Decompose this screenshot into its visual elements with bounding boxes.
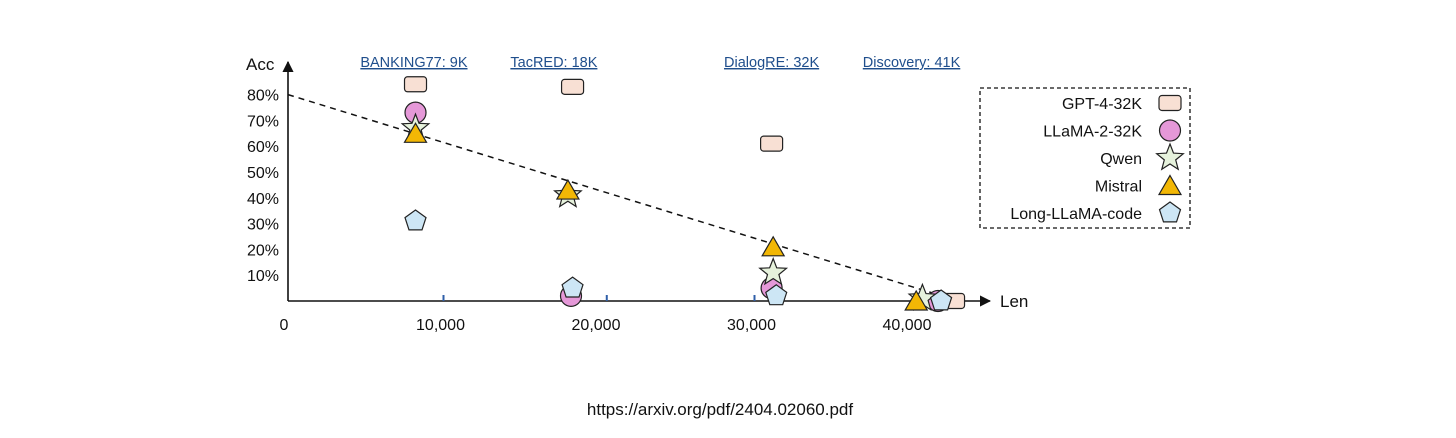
- y-tick-label: 30%: [247, 217, 279, 234]
- legend-marker-long-llama-code: [1158, 201, 1182, 223]
- accuracy-vs-length-chart: Len Acc 10% 20% 30% 40% 50% 60% 70% 80% 0 10,000 20,…: [246, 55, 1191, 334]
- point-long-llama-code: [929, 289, 953, 311]
- y-tick-label: 70%: [247, 113, 279, 130]
- legend-label-mistral: Mistral: [1095, 179, 1142, 196]
- legend-marker-llama-2-32k: [1158, 119, 1182, 142]
- legend-label-long-llama-code: Long-LLaMA-code: [1010, 206, 1142, 223]
- x-tick-label: 10,000: [416, 317, 465, 334]
- legend-label-qwen: Qwen: [1100, 151, 1142, 168]
- point-long-llama-code: [404, 209, 427, 231]
- point-mistral: [761, 235, 786, 257]
- y-tick-label: 20%: [247, 242, 279, 259]
- x-tick-label: 0: [280, 317, 289, 334]
- point-mistral: [904, 289, 929, 311]
- point-gpt-4-32k: [560, 78, 585, 95]
- legend-box: [979, 87, 1191, 229]
- legend-label-llama-2-32k: LLaMA-2-32K: [1043, 124, 1142, 141]
- dataset-annotation: TacRED: 18K: [510, 55, 597, 71]
- y-axis-label: Acc: [246, 55, 275, 74]
- dataset-annotation: Discovery: 41K: [863, 55, 961, 71]
- y-tick-label: 60%: [247, 139, 279, 156]
- point-qwen: [758, 256, 789, 286]
- x-tick-label: 20,000: [572, 317, 621, 334]
- legend-label-gpt-4-32k: GPT-4-32K: [1062, 96, 1142, 113]
- dataset-annotation: DialogRE: 32K: [724, 55, 819, 71]
- y-tick-label: 80%: [247, 88, 279, 105]
- trend-line: [287, 93, 934, 294]
- y-tick-label: 50%: [247, 165, 279, 182]
- source-url: https://arxiv.org/pdf/2404.02060.pdf: [586, 400, 854, 419]
- point-long-llama-code: [765, 284, 788, 306]
- y-tick-label: 10%: [247, 268, 279, 285]
- dataset-annotation: BANKING77: 9K: [360, 55, 468, 71]
- point-mistral: [403, 122, 428, 143]
- legend-marker-qwen: [1155, 142, 1185, 171]
- point-long-llama-code: [561, 276, 584, 298]
- legend-marker-gpt-4-32k: [1158, 94, 1182, 112]
- x-axis-label: Len: [1000, 292, 1028, 311]
- x-tick-label: 40,000: [883, 317, 932, 334]
- legend-marker-mistral: [1157, 174, 1183, 196]
- y-tick-label: 40%: [247, 191, 279, 208]
- point-mistral: [555, 178, 580, 200]
- point-gpt-4-32k: [760, 135, 784, 152]
- x-tick-label: 30,000: [727, 317, 776, 334]
- point-gpt-4-32k: [403, 76, 428, 93]
